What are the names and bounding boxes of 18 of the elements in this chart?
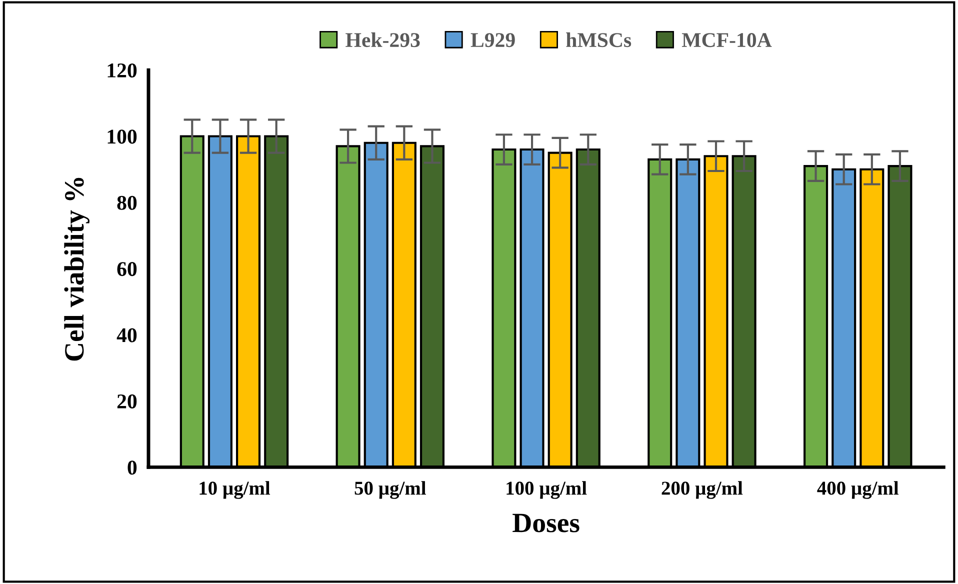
x-axis-title: Doses xyxy=(512,514,580,532)
y-tick-label: 20 xyxy=(117,394,137,408)
y-tick-label: 40 xyxy=(116,328,137,342)
legend-label: L929 xyxy=(470,33,515,48)
x-tick-label: 50 µg/ml xyxy=(354,481,426,499)
y-tick-label: 100 xyxy=(108,130,137,144)
legend-label: MCF-10A xyxy=(682,33,772,48)
x-tick-label: 200 µg/ml xyxy=(662,481,743,499)
y-tick-label: 60 xyxy=(117,262,137,276)
legend-label: Hek-293 xyxy=(346,32,420,48)
x-tick-label: 10 µg/ml xyxy=(200,481,270,499)
y-axis-title: Cell viability % xyxy=(64,178,90,361)
legend-label: hMSCs xyxy=(566,32,632,48)
y-tick-label: 0 xyxy=(128,460,137,475)
y-tick-label: 120 xyxy=(108,63,137,78)
x-tick-label: 400 µg/ml xyxy=(817,481,899,499)
x-tick-label: 100 µg/ml xyxy=(506,481,587,499)
y-tick-label: 80 xyxy=(117,196,137,210)
